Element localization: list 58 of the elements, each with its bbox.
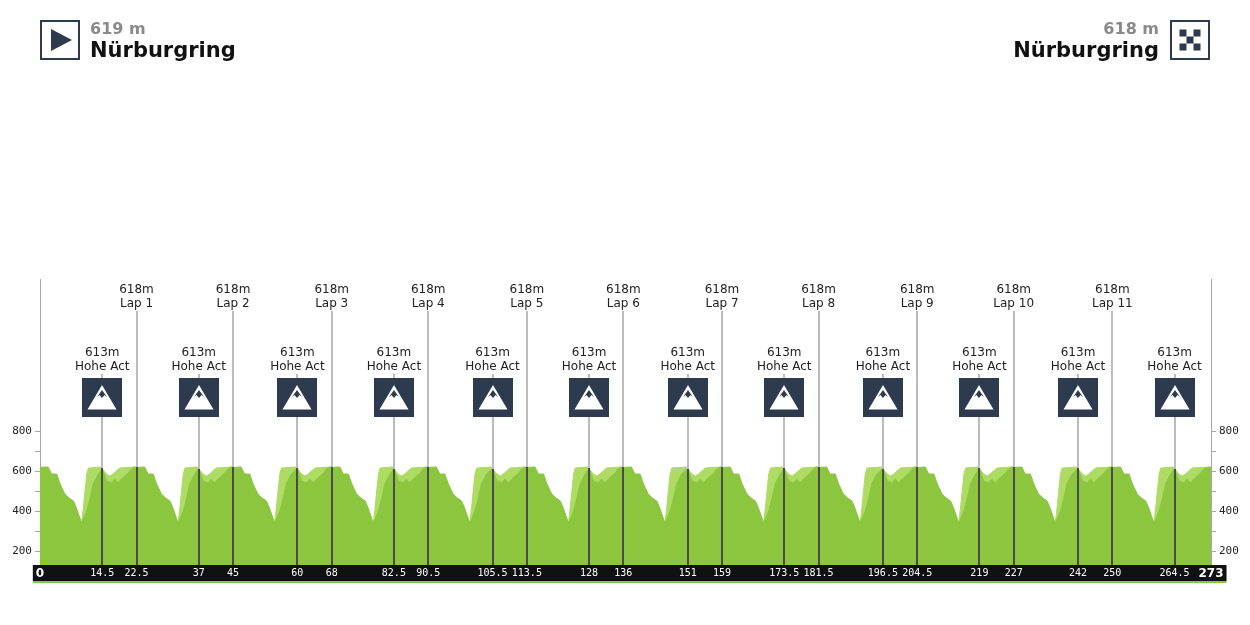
ref-line-label: 618m Lap 9 [899,282,935,311]
x-tick-label: 37 [192,567,205,579]
x-tick-label: 60 [291,567,304,579]
y2-tick-label: 200 [1219,543,1239,557]
x-tick-label: 68 [325,567,338,579]
ref-line-label: 618m Lap 10 [993,282,1035,311]
ref-line-label: 613m Hohe Act [74,344,130,374]
ref-line-label: 618m Lap 6 [606,282,641,311]
x-tick-label: 250 [1103,567,1122,579]
y2-tick-label: 400 [1219,503,1239,517]
x-tick-label: 242 [1069,567,1088,579]
x-tick-label: 181.5 [803,567,834,579]
x-tick-label: 227 [1004,567,1023,579]
x-tick-label: 0 [35,565,45,580]
ref-line-label: 618m Lap 3 [314,282,349,311]
x-tick-label: 113.5 [511,567,542,579]
ref-line-label: 613m Hohe Act [1050,344,1106,374]
ref-line-label: 618m Lap 11 [1091,282,1133,311]
ref-line-label: 618m Lap 7 [704,282,740,311]
x-tick-label: 14.5 [90,567,115,579]
text: 618 m Nürburgring [1013,19,1159,62]
x-tick-label: 204.5 [902,567,933,579]
y-tick-label: 600 [12,463,32,477]
y2-tick-label: 600 [1219,463,1239,477]
y-tick-label: 800 [12,423,32,437]
ref-line-label: 613m Hohe Act [952,344,1007,374]
ref-line-label: 618m Lap 8 [801,282,836,311]
x-tick-label: 173.5 [769,567,800,579]
ref-line-label: 613m Hohe Act [855,344,911,374]
ref-line-label: 613m Hohe Act [756,344,812,374]
y2-tick-label: 800 [1219,423,1239,437]
x-tick-label: 82.5 [381,567,406,579]
ref-line-label: 613m Hohe Act [1147,344,1203,374]
ref-line-label: 618m Lap 4 [410,282,446,311]
x-tick-label: 136 [614,567,633,579]
y-tick-label: 200 [12,543,32,557]
x-tick-label: 273 [1198,565,1224,580]
x-tick-label: 159 [712,567,732,579]
ref-line-label: 613m Hohe Act [660,344,716,374]
x-tick-label: 105.5 [477,567,508,579]
x-tick-label: 45 [227,567,240,579]
x-tick-label: 151 [678,567,697,579]
x-tick-label: 128 [580,567,599,579]
ref-line-label: 613m Hohe Act [171,344,227,374]
ref-line-label: 618m Lap 1 [119,282,154,311]
ref-line-label: 618m Lap 2 [215,282,251,311]
x-tick-label: 196.5 [867,567,898,579]
ref-line-label: 613m Hohe Act [465,344,521,374]
text: 619 m Nürburgring [90,19,236,62]
ref-line-label: 618m Lap 5 [509,282,545,311]
y-tick-label: 400 [12,503,32,517]
ref-line-label: 613m Hohe Act [270,344,325,374]
x-tick-label: 22.5 [124,567,149,579]
x-tick-label: 90.5 [416,567,441,579]
x-tick-label: 219 [970,567,989,579]
ref-line-label: 613m Hohe Act [366,344,422,374]
x-tick-label: 264.5 [1159,567,1190,579]
ref-line-label: 613m Hohe Act [561,344,617,374]
